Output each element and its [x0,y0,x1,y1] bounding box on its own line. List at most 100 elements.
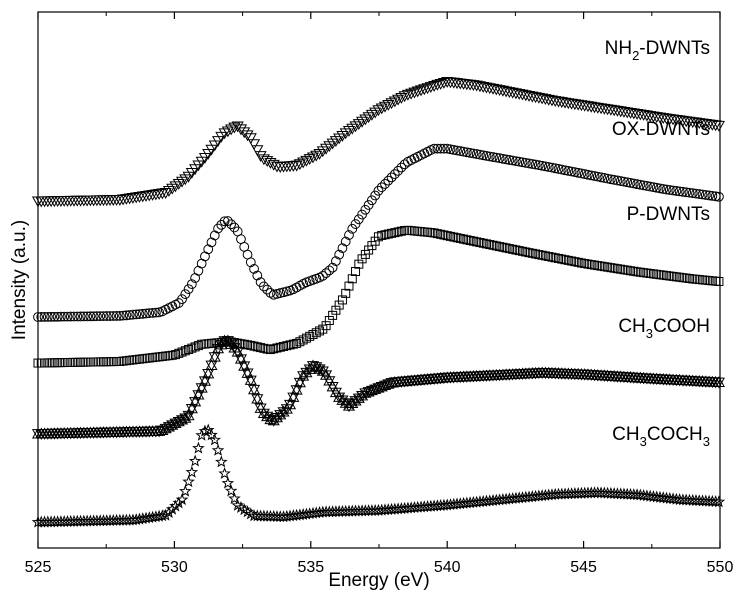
data-point [411,500,425,513]
data-point [599,173,610,183]
data-point [428,80,441,92]
data-point [88,311,99,322]
series-layer [31,77,726,528]
data-point [591,102,604,114]
data-point [465,235,475,245]
data-point [277,510,290,523]
data-point [248,139,261,151]
data-point [534,250,544,260]
data-point [378,380,392,392]
data-point [395,93,408,104]
series-OX-DWNTs [33,143,724,322]
data-point [248,384,261,396]
data-point [221,476,235,489]
data-point [592,171,603,182]
data-point [496,85,509,97]
data-point [714,277,724,287]
data-point [310,150,323,162]
data-point [645,181,656,192]
data-point [401,89,414,101]
data-point [488,152,498,162]
data-point [241,130,254,142]
data-point [380,230,390,240]
data-point-overlap [251,392,264,404]
data-point [184,344,194,354]
data-point [373,232,383,242]
data-point-overlap [267,414,280,426]
data-point [185,465,199,478]
data-point [533,160,544,171]
data-point [596,172,606,183]
data-point [568,99,581,111]
data-point [175,176,189,188]
data-point [239,339,249,349]
data-point [651,182,662,193]
data-point-overlap [169,417,182,428]
data-point [530,159,541,170]
data-point [514,156,525,167]
data-point [287,392,300,404]
data-point [339,398,352,410]
data-point [69,311,79,322]
data-point [511,156,521,167]
data-point [219,216,230,227]
data-point [129,513,143,526]
data-point [455,146,466,156]
data-point [303,154,316,166]
data-point [560,165,570,176]
data-point [650,490,664,503]
data-point [540,251,550,261]
data-point [381,503,395,516]
data-point [609,263,619,273]
data-point [56,311,66,322]
data-point [259,343,269,353]
data-point [625,177,636,188]
data-point [372,383,385,395]
data-point [432,229,442,239]
data-point [545,95,559,107]
data-point [556,164,567,175]
data-point [478,238,488,248]
data-point [264,157,277,169]
data-point [313,364,326,376]
data-point [65,311,76,322]
data-point [280,509,294,522]
data-point-overlap [385,376,398,388]
data-point [476,494,490,507]
data-point [527,248,537,258]
data-point [526,91,539,103]
data-point [622,265,632,275]
data-point [261,156,274,168]
data-point [303,507,316,520]
data-point [347,274,357,284]
data-point [499,492,513,505]
data-point [542,488,555,501]
data-point [452,145,462,156]
data-point [461,147,472,158]
data-point [452,233,462,243]
data-point [455,233,465,243]
data-point [177,347,187,357]
data-point [585,101,598,113]
data-point [241,368,254,380]
data-point [296,507,310,520]
data-point [445,144,456,155]
data-point-overlap [202,367,215,379]
data-point [522,90,536,102]
series-CH3COOH [31,334,725,441]
x-tick-label: 530 [161,559,188,576]
data-point [674,186,685,197]
data-point [429,143,440,154]
data-point [432,143,443,154]
data-point [536,93,549,105]
data-point [404,501,418,514]
data-point [516,89,529,101]
data-point [72,311,83,322]
data-point [376,182,387,193]
data-point [401,501,415,514]
data-point [608,105,621,117]
data-point [497,153,508,164]
data-point [333,392,346,404]
data-point [567,256,577,266]
